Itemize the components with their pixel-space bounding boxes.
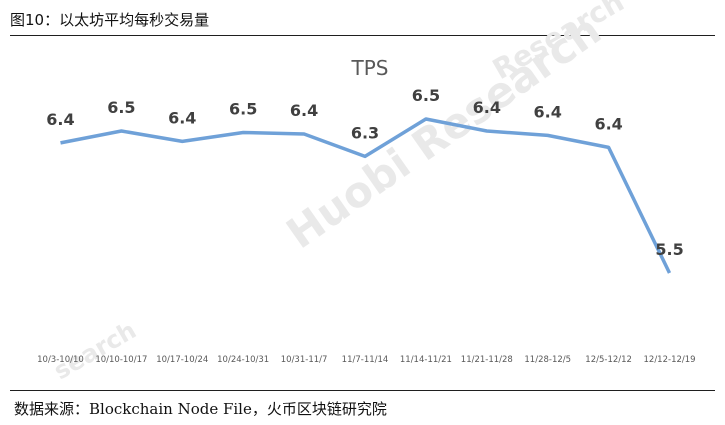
x-tick-label: 11/28-12/5	[524, 355, 571, 365]
data-label: 5.5	[655, 240, 683, 259]
data-label: 6.4	[534, 102, 562, 121]
series-line-tps	[60, 117, 672, 274]
x-tick-label: 10/24-10/31	[217, 355, 269, 365]
x-tick-label: 10/3-10/10	[37, 355, 84, 365]
top-rule	[10, 35, 715, 36]
watermark-bottom: search	[49, 316, 141, 385]
x-tick-label: 10/31-11/7	[281, 355, 328, 365]
source-note: 数据来源：Blockchain Node File，火币区块链研究院	[14, 400, 387, 418]
x-axis-ticks: 10/3-10/10 10/10-10/17 10/17-10/24 10/24-10…	[37, 355, 695, 365]
chart-title: TPS	[351, 56, 389, 80]
data-labels: 6.4 6.5 6.4 6.5 6.4 6.3 6.5 6.4 6.4 6.4 5.5	[46, 86, 683, 259]
watermark-center: Huobi Research	[278, 5, 610, 258]
data-label: 6.3	[351, 123, 379, 142]
x-tick-label: 11/21-11/28	[461, 355, 513, 365]
data-label: 6.5	[412, 86, 440, 105]
data-label: 6.4	[290, 101, 318, 120]
series-layer	[60, 117, 672, 274]
data-label: 6.4	[594, 114, 622, 133]
data-label: 6.5	[107, 98, 135, 117]
bottom-rule	[10, 390, 715, 391]
figure-title: 图10：以太坊平均每秒交易量	[10, 11, 210, 29]
data-label: 6.5	[229, 99, 257, 118]
x-tick-label: 10/10-10/17	[95, 355, 147, 365]
x-tick-label: 11/14-11/21	[400, 355, 452, 365]
data-label: 6.4	[473, 98, 501, 117]
x-tick-label: 12/12-12/19	[644, 355, 696, 365]
x-tick-label: 11/7-11/14	[342, 355, 389, 365]
x-tick-label: 10/17-10/24	[156, 355, 208, 365]
data-label: 6.4	[46, 110, 74, 129]
data-label: 6.4	[168, 108, 196, 127]
x-tick-label: 12/5-12/12	[585, 355, 632, 365]
